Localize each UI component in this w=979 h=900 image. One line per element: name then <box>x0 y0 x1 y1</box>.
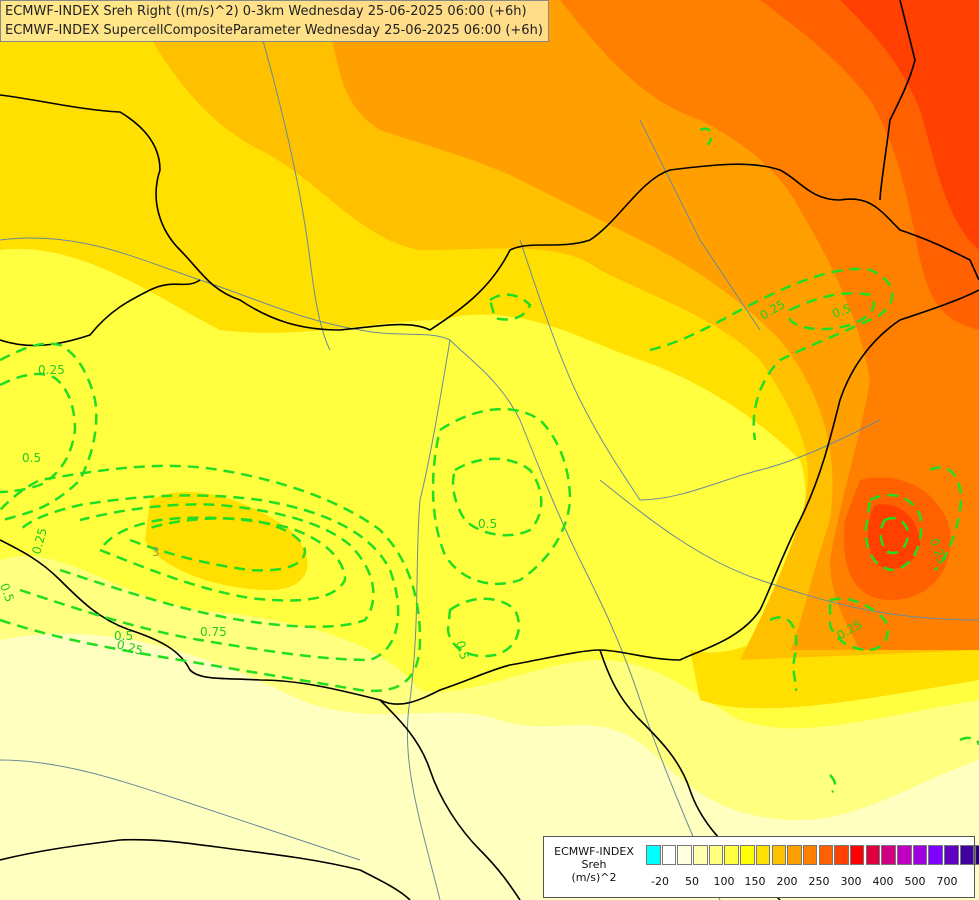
legend-swatch <box>755 845 771 865</box>
legend-tick-label: 150 <box>744 875 766 888</box>
contour-label: 0.5 <box>478 517 497 531</box>
legend-swatch <box>912 845 928 865</box>
contour-label: 3 <box>152 545 160 559</box>
contour-label: 0.25 <box>38 363 65 377</box>
legend-swatch <box>740 845 755 865</box>
legend-tick-label: 300 <box>840 875 862 888</box>
contour-label: 0.5 <box>22 451 41 465</box>
legend-tick-label: 200 <box>776 875 798 888</box>
legend-swatch <box>724 845 739 865</box>
legend-swatch <box>818 845 834 865</box>
legend-swatch <box>944 845 959 865</box>
legend-tick-label: 250 <box>808 875 830 888</box>
legend-swatch <box>646 845 661 865</box>
legend-swatch <box>661 845 677 865</box>
legend-line-1: ECMWF-INDEX <box>554 845 634 858</box>
legend-ticks: -20 50 100 150 200 250 300 400 500 700 <box>644 875 974 889</box>
legend-tick-label: 100 <box>713 875 735 888</box>
legend-tick-label: 400 <box>872 875 894 888</box>
map-title: ECMWF-INDEX Sreh Right ((m/s)^2) 0-3km W… <box>0 0 549 42</box>
contour-label: 0.5 <box>830 301 853 321</box>
legend-swatch <box>771 845 786 865</box>
legend-swatch <box>849 845 865 865</box>
legend-tick-label: 700 <box>936 875 958 888</box>
legend-swatch <box>693 845 708 865</box>
legend-swatch <box>834 845 849 865</box>
legend-swatches <box>646 845 979 865</box>
title-line-sreh: ECMWF-INDEX Sreh Right ((m/s)^2) 0-3km W… <box>5 4 527 19</box>
legend-swatch <box>865 845 881 865</box>
legend-tick-label: 50 <box>685 875 699 888</box>
color-legend: ECMWF-INDEX Sreh (m/s)^2 -20 50 100 150 200 2… <box>543 836 979 898</box>
legend-swatch <box>787 845 802 865</box>
legend-tick-label: 500 <box>904 875 926 888</box>
legend-swatch <box>708 845 724 865</box>
contour-labels: 0.25 0.5 0.25 0.5 3 0.5 0.75 0.25 0.5 0.… <box>0 297 949 661</box>
sreh-field-red-orange <box>760 0 979 600</box>
sreh-field-red <box>840 0 979 569</box>
sreh-field-amber-blob-west <box>145 491 308 590</box>
legend-swatch <box>959 845 975 865</box>
contour-label: 0.5 <box>0 581 17 604</box>
title-line-scp: ECMWF-INDEX SupercellCompositeParameter … <box>5 23 543 38</box>
contour-label: 0.25 <box>115 637 144 657</box>
contour-label: 0.75 <box>200 625 227 639</box>
legend-name: ECMWF-INDEX Sreh (m/s)^2 <box>546 845 642 884</box>
rivers <box>0 29 979 900</box>
contour-label: 0.5 <box>114 629 133 643</box>
contour-label: 0.5 <box>453 639 471 661</box>
legend-swatch <box>677 845 692 865</box>
legend-swatch <box>928 845 943 865</box>
legend-line-2: Sreh <box>581 858 607 871</box>
legend-swatch <box>802 845 818 865</box>
contour-label: 0.25 <box>29 526 49 555</box>
legend-line-3: (m/s)^2 <box>571 871 617 884</box>
legend-swatch <box>881 845 896 865</box>
legend-swatch <box>897 845 912 865</box>
legend-swatch <box>975 845 979 865</box>
legend-tick-label: -20 <box>651 875 669 888</box>
